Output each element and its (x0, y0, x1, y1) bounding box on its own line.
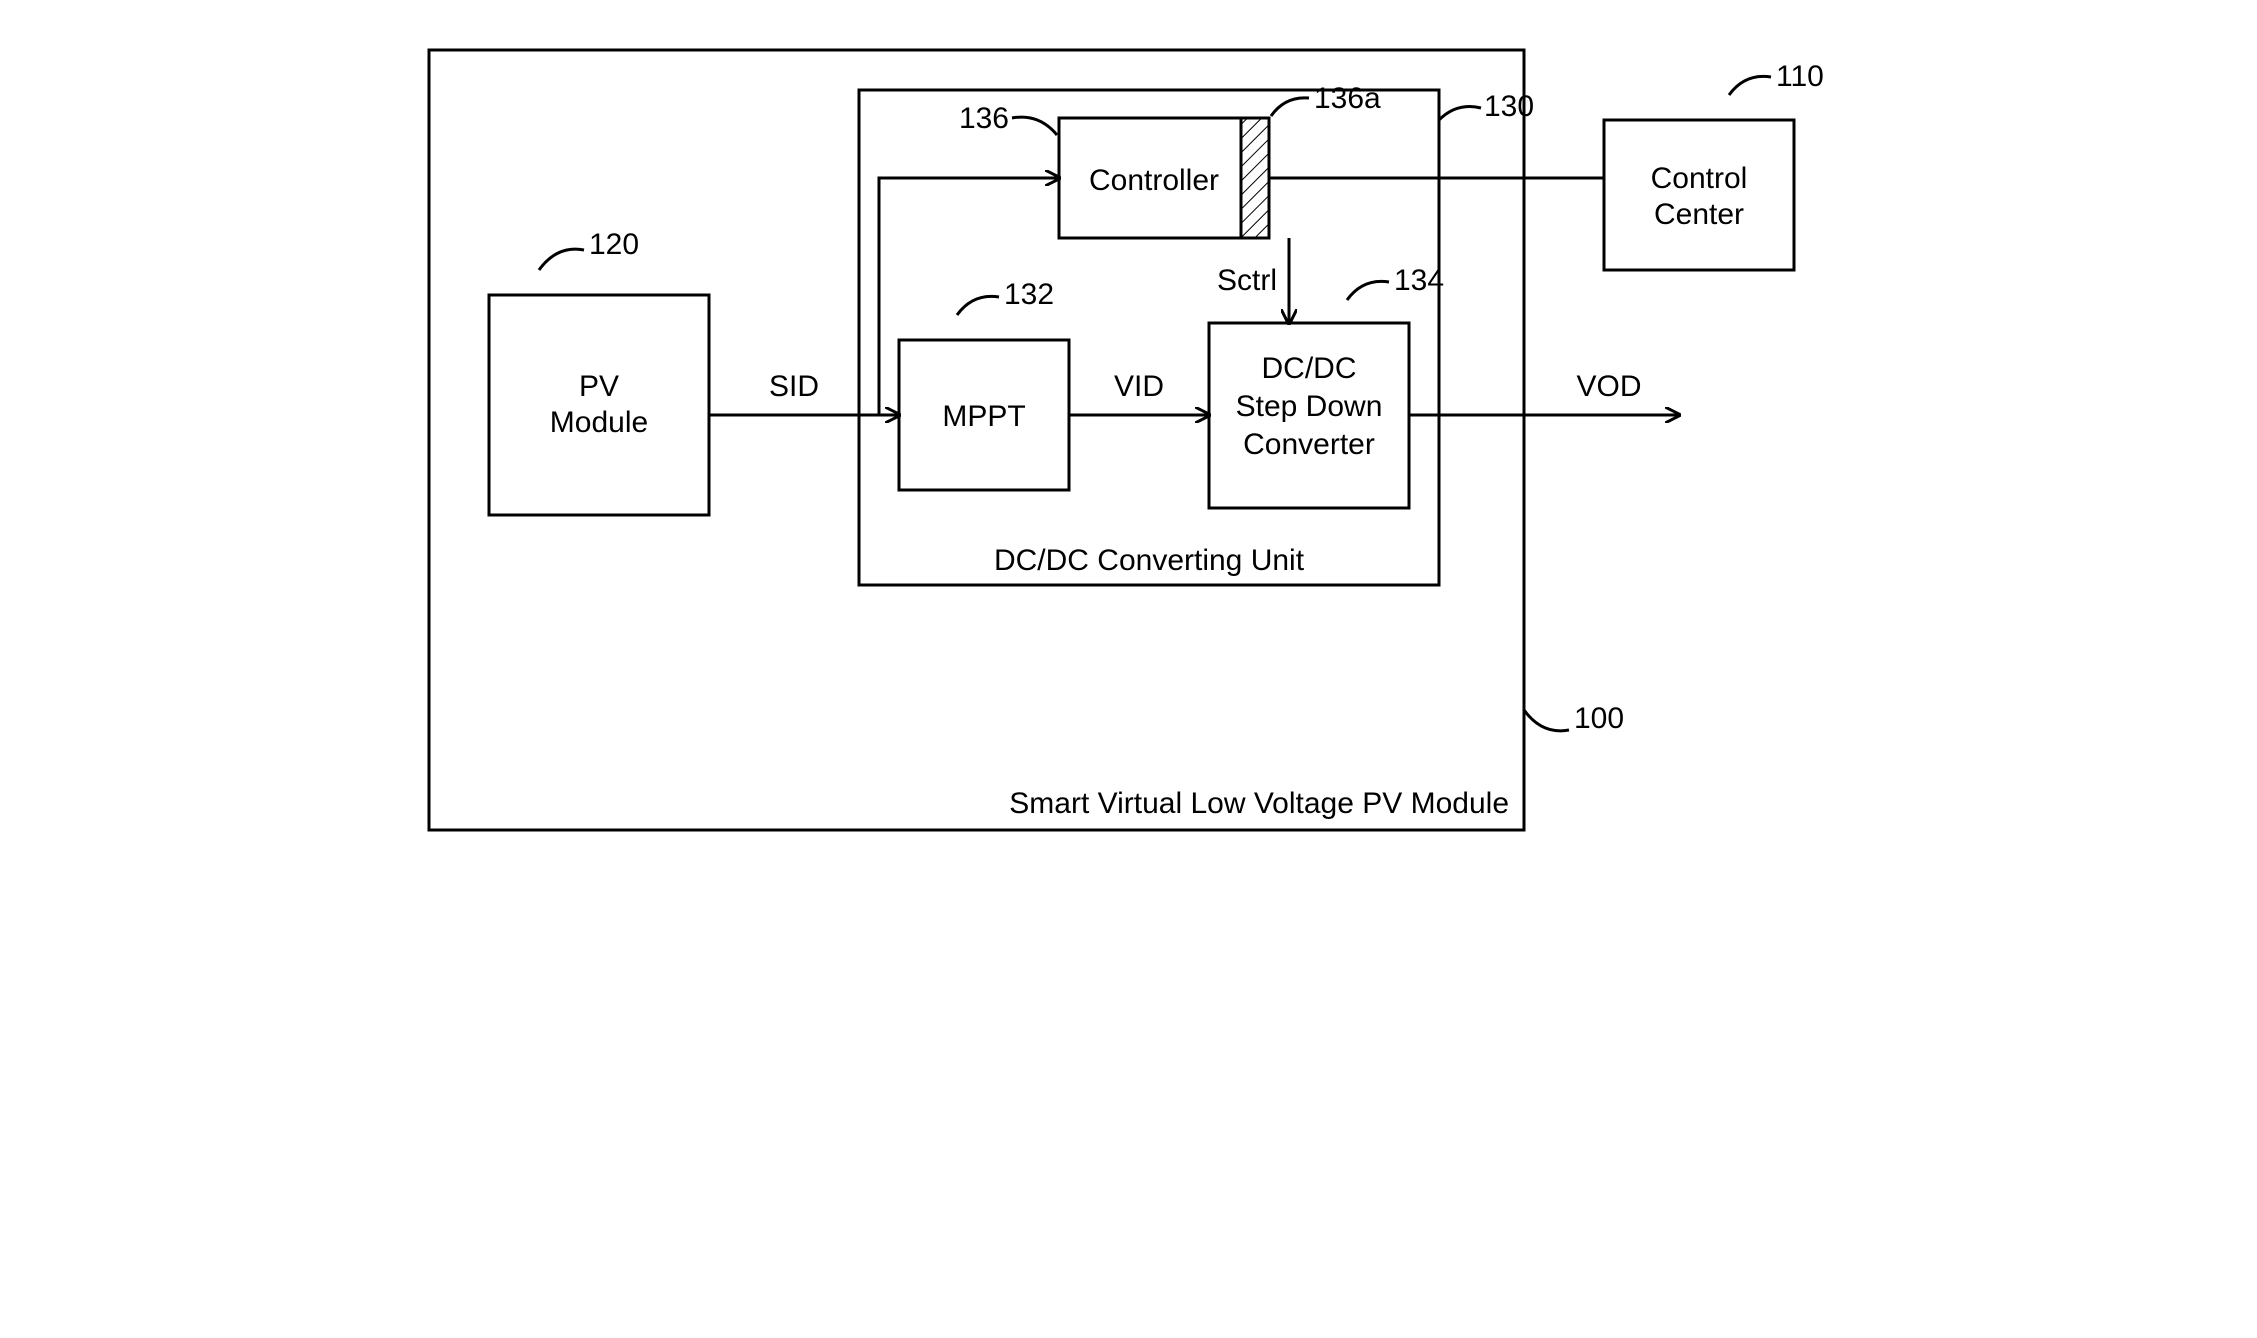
signal-vid: VID (1113, 370, 1163, 403)
signal-vod: VOD (1576, 370, 1641, 403)
controller-hatched-region (1241, 118, 1269, 238)
ref-leader-100 (1524, 710, 1569, 731)
converting-unit-label: DC/DC Converting Unit (993, 544, 1304, 577)
ref-110: 110 (1776, 60, 1824, 93)
stepdown-label-1: DC/DC (1261, 352, 1356, 385)
signal-sctrl: Sctrl (1217, 264, 1277, 297)
ref-134: 134 (1394, 264, 1444, 297)
pv-module-label-2: Module (549, 406, 647, 439)
ref-130: 130 (1484, 90, 1534, 123)
ref-leader-110 (1729, 76, 1771, 95)
ref-100: 100 (1574, 702, 1624, 735)
stepdown-label-2: Step Down (1235, 390, 1382, 423)
ref-136a: 136a (1314, 82, 1381, 115)
control-center-label-1: Control (1650, 162, 1747, 195)
ref-136: 136 (958, 102, 1008, 135)
control-center-box (1604, 120, 1794, 270)
ref-120: 120 (589, 228, 639, 261)
controller-label: Controller (1088, 164, 1218, 197)
stepdown-label-3: Converter (1243, 428, 1375, 461)
block-diagram: Smart Virtual Low Voltage PV Module 100 … (389, 0, 1869, 878)
mppt-label: MPPT (942, 400, 1025, 433)
control-center-label-2: Center (1653, 198, 1743, 231)
outer-module-label: Smart Virtual Low Voltage PV Module (1009, 787, 1509, 820)
signal-sid: SID (768, 370, 818, 403)
ref-132: 132 (1004, 278, 1054, 311)
pv-module-label-1: PV (578, 370, 618, 403)
